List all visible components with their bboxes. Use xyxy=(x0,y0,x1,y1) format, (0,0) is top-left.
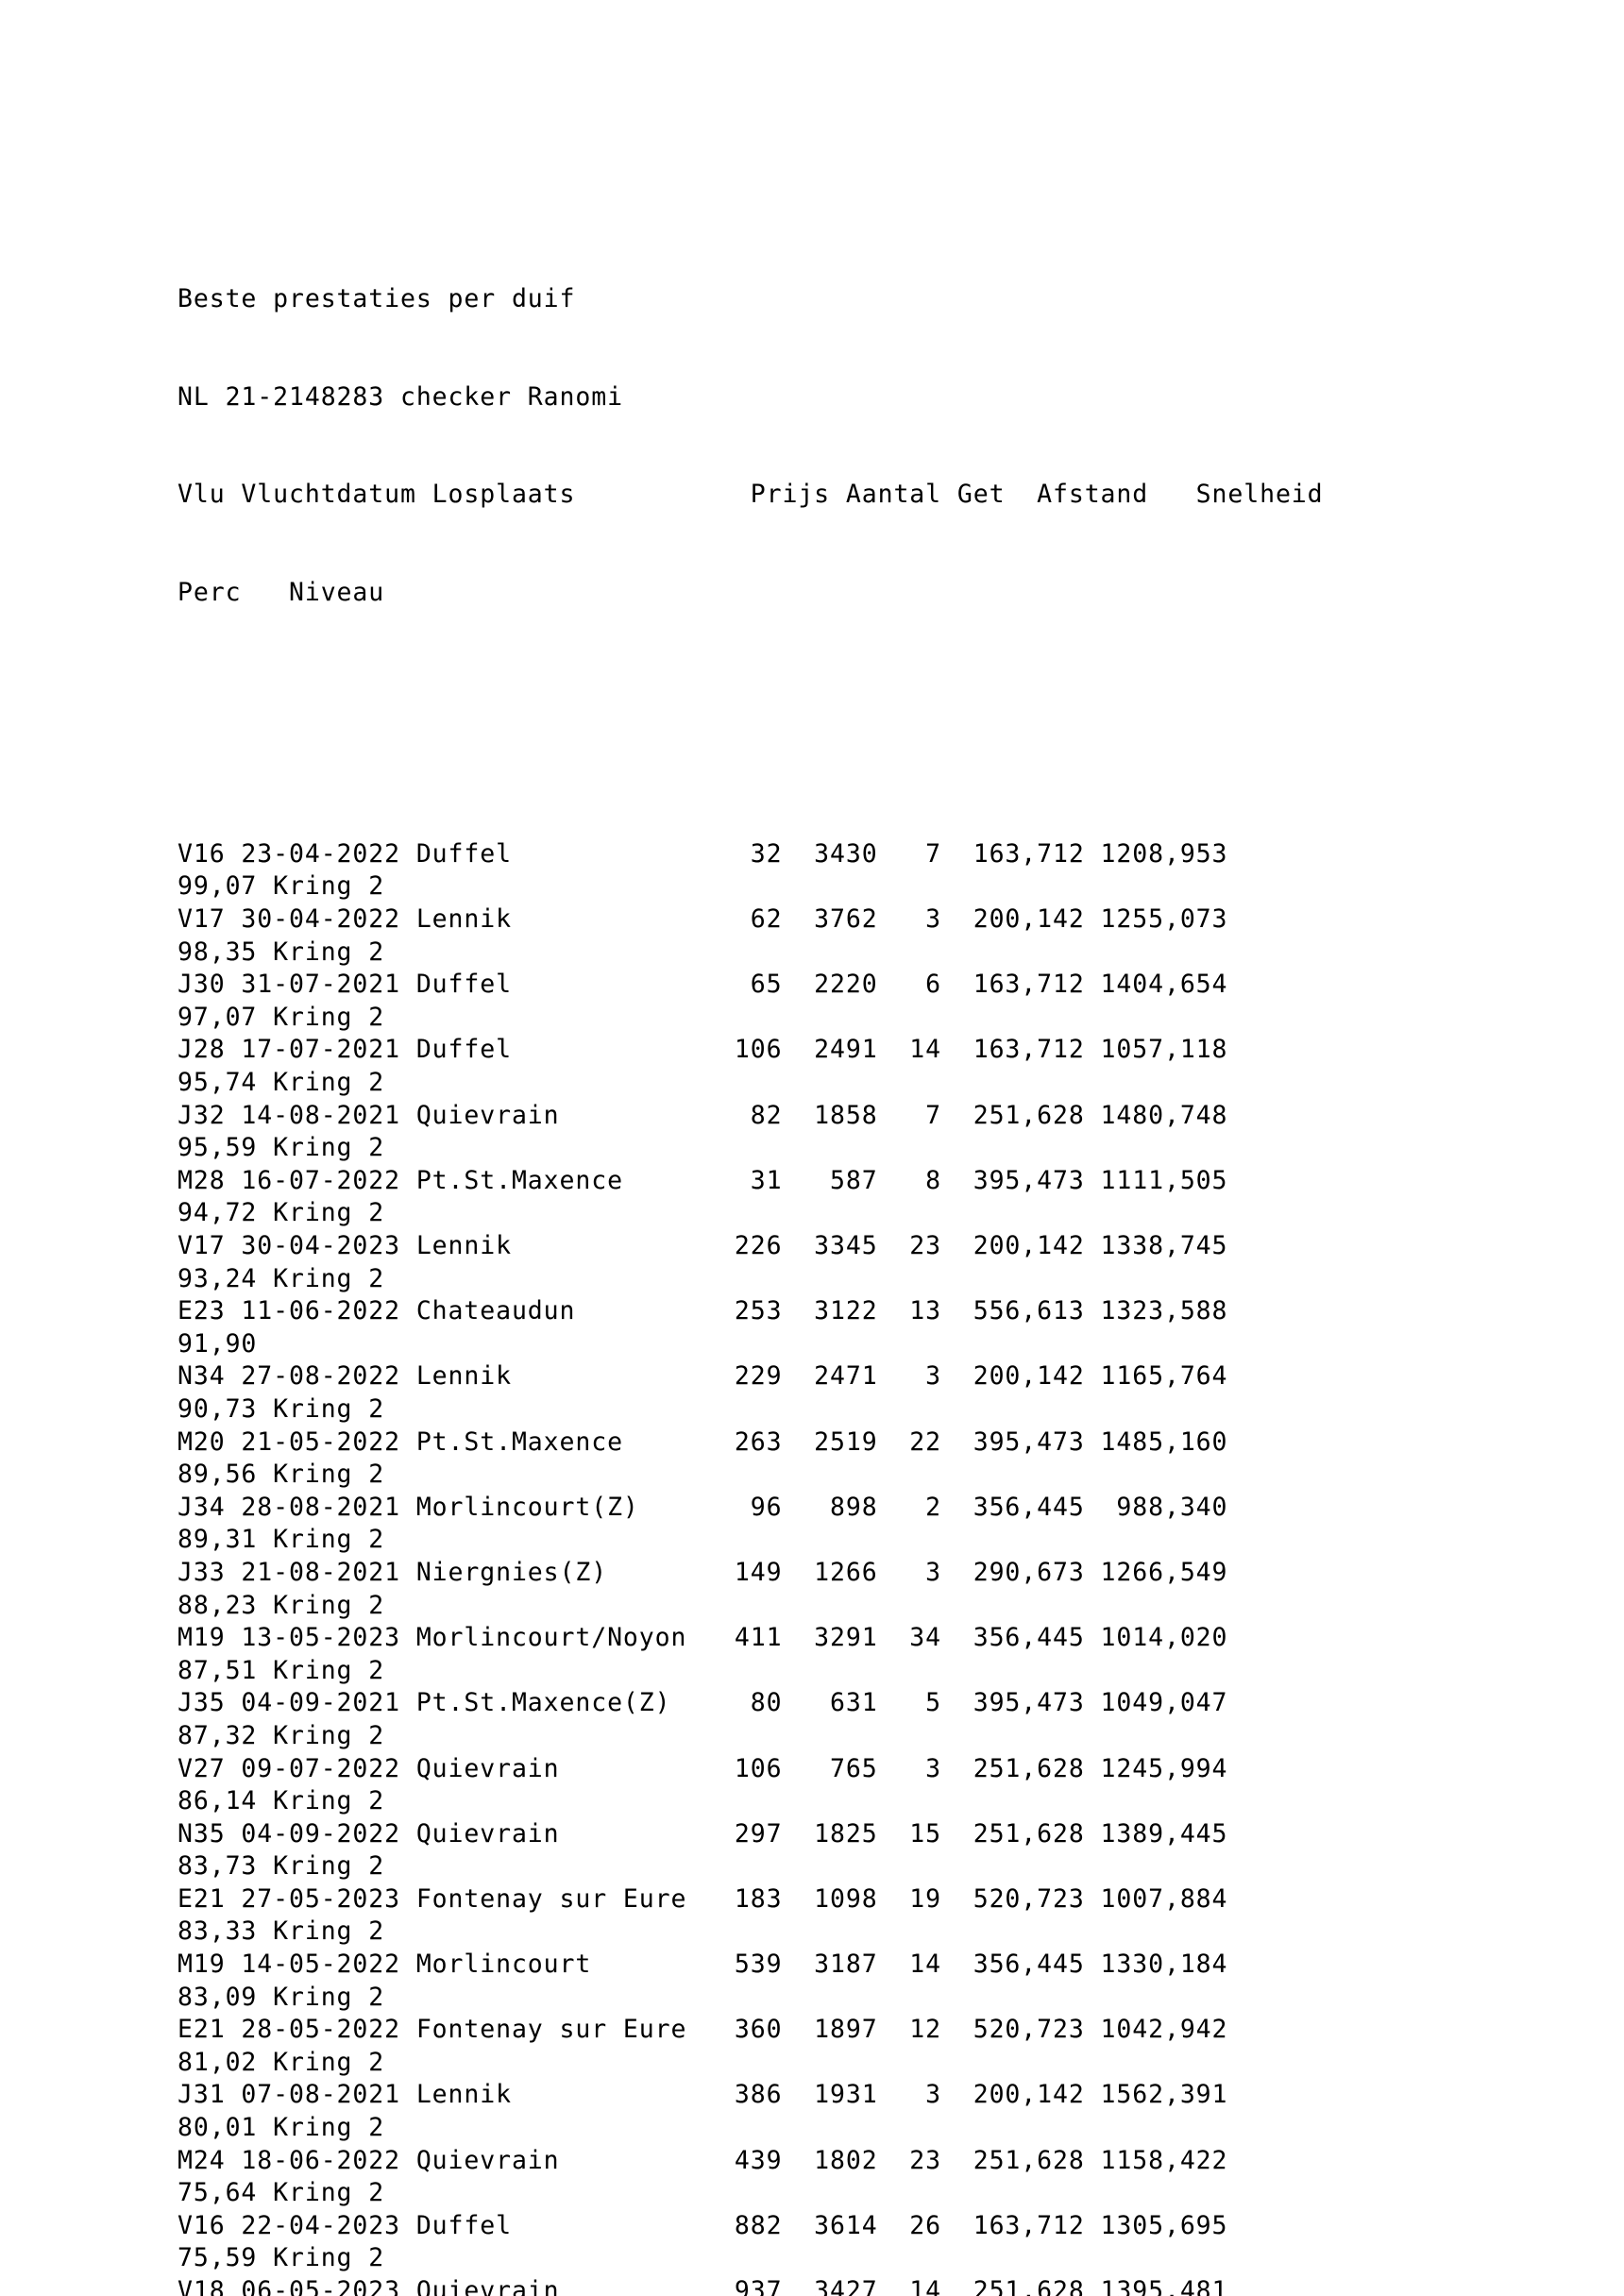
flight-result-row: M19 13-05-2023 Morlincourt/Noyon 411 329… xyxy=(178,1623,1228,1653)
report-text-block: Beste prestaties per duif NL 21-2148283 … xyxy=(178,185,1324,2296)
flight-result-row: J33 21-08-2021 Niergnies(Z) 149 1266 3 2… xyxy=(178,1557,1228,1587)
flight-result-row: J28 17-07-2021 Duffel 106 2491 14 163,71… xyxy=(178,1035,1228,1065)
flight-result-row: E23 11-06-2022 Chateaudun 253 3122 13 55… xyxy=(178,1296,1228,1326)
flight-result-row-continuation: 99,07 Kring 2 xyxy=(178,871,385,902)
flight-result-row: V27 09-07-2022 Quievrain 106 765 3 251,6… xyxy=(178,1753,1228,1783)
flight-result-row-continuation: 95,74 Kring 2 xyxy=(178,1068,385,1098)
flight-result-row: V16 23-04-2022 Duffel 32 3430 7 163,712 … xyxy=(178,838,1228,869)
flight-result-row-continuation: 88,23 Kring 2 xyxy=(178,1590,385,1620)
column-header-primary: Vlu Vluchtdatum Losplaats Prijs Aantal G… xyxy=(178,480,1324,510)
flight-result-row-continuation: 83,33 Kring 2 xyxy=(178,1916,385,1947)
flight-result-row-continuation: 87,32 Kring 2 xyxy=(178,1720,385,1750)
flight-result-row-continuation: 87,51 Kring 2 xyxy=(178,1655,385,1685)
flight-result-row: J30 31-07-2021 Duffel 65 2220 6 163,712 … xyxy=(178,970,1228,1000)
pigeon-identifier: NL 21-2148283 checker Ranomi xyxy=(178,381,623,412)
report-title: Beste prestaties per duif xyxy=(178,283,576,313)
flight-result-row: J31 07-08-2021 Lennik 386 1931 3 200,142… xyxy=(178,2080,1228,2110)
flight-result-row-continuation: 98,35 Kring 2 xyxy=(178,937,385,967)
flight-result-row-continuation: 93,24 Kring 2 xyxy=(178,1263,385,1293)
flight-result-row: M24 18-06-2022 Quievrain 439 1802 23 251… xyxy=(178,2145,1228,2175)
flight-result-row-continuation: 95,59 Kring 2 xyxy=(178,1133,385,1163)
flight-result-row: V17 30-04-2023 Lennik 226 3345 23 200,14… xyxy=(178,1231,1228,1260)
flight-result-row-continuation: 90,73 Kring 2 xyxy=(178,1393,385,1424)
flight-result-row-continuation: 97,07 Kring 2 xyxy=(178,1002,385,1032)
flight-result-row: J34 28-08-2021 Morlincourt(Z) 96 898 2 3… xyxy=(178,1492,1228,1522)
flight-result-row-continuation: 80,01 Kring 2 xyxy=(178,2113,385,2143)
flight-result-row-continuation: 94,72 Kring 2 xyxy=(178,1198,385,1228)
flight-result-row-continuation: 89,31 Kring 2 xyxy=(178,1525,385,1555)
flight-result-row-continuation: 81,02 Kring 2 xyxy=(178,2047,385,2077)
column-header-secondary: Perc Niveau xyxy=(178,578,385,608)
flight-result-row: E21 28-05-2022 Fontenay sur Eure 360 189… xyxy=(178,2015,1228,2045)
flight-result-row: J32 14-08-2021 Quievrain 82 1858 7 251,6… xyxy=(178,1100,1228,1130)
flight-result-row-continuation: 91,90 xyxy=(178,1328,258,1359)
flight-results-list: V16 23-04-2022 Duffel 32 3430 7 163,712 … xyxy=(178,838,1324,2296)
header-separator xyxy=(178,708,1324,741)
flight-result-row: N35 04-09-2022 Quievrain 297 1825 15 251… xyxy=(178,1818,1228,1849)
flight-result-row-continuation: 89,56 Kring 2 xyxy=(178,1460,385,1490)
flight-result-row: M20 21-05-2022 Pt.St.Maxence 263 2519 22… xyxy=(178,1427,1228,1457)
flight-result-row: V16 22-04-2023 Duffel 882 3614 26 163,71… xyxy=(178,2210,1228,2240)
flight-result-row: J35 04-09-2021 Pt.St.Maxence(Z) 80 631 5… xyxy=(178,1688,1228,1718)
flight-result-row: E21 27-05-2023 Fontenay sur Eure 183 109… xyxy=(178,1883,1228,1914)
flight-result-row: V17 30-04-2022 Lennik 62 3762 3 200,142 … xyxy=(178,904,1228,935)
flight-result-row-continuation: 83,73 Kring 2 xyxy=(178,1851,385,1882)
flight-result-row: M19 14-05-2022 Morlincourt 539 3187 14 3… xyxy=(178,1950,1228,1980)
flight-result-row: N34 27-08-2022 Lennik 229 2471 3 200,142… xyxy=(178,1361,1228,1392)
flight-result-row-continuation: 83,09 Kring 2 xyxy=(178,1982,385,2012)
flight-result-row: M28 16-07-2022 Pt.St.Maxence 31 587 8 39… xyxy=(178,1165,1228,1195)
flight-result-row-continuation: 75,64 Kring 2 xyxy=(178,2178,385,2208)
flight-result-row-continuation: 75,59 Kring 2 xyxy=(178,2243,385,2273)
flight-result-row-continuation: 86,14 Kring 2 xyxy=(178,1786,385,1816)
flight-result-row: V18 06-05-2023 Quievrain 937 3427 14 251… xyxy=(178,2276,1228,2296)
